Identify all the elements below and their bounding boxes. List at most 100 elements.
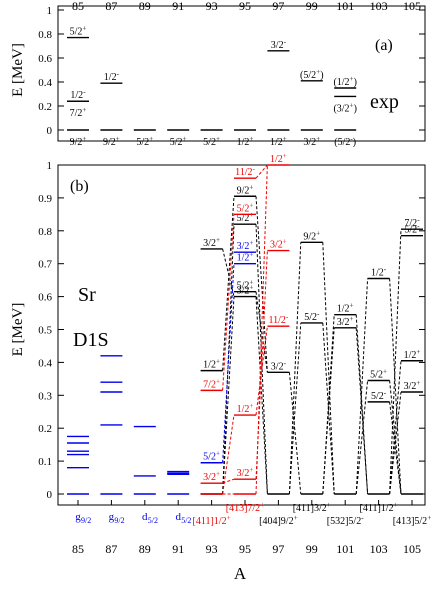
exp-level-label: 1/2+ (237, 135, 254, 148)
panel-a-ytick-label: 0.2 (38, 101, 52, 113)
level-connection (322, 242, 335, 495)
level-connection (389, 360, 402, 495)
panel-a-top-xtick-label: 97 (272, 0, 284, 13)
level-connection (255, 164, 268, 179)
exp-level-label: 9/2+ (103, 135, 120, 148)
panel-a-top-xtick-label: 85 (72, 0, 84, 13)
panel-b-ytick-label: 0.2 (38, 423, 52, 435)
exp-level-label: 9/2+ (70, 135, 87, 148)
deformed-level-label: 3/2- (271, 359, 287, 372)
panel-a-top-xtick-label: 89 (139, 0, 151, 13)
orbital-subscript: 5/2 (148, 516, 158, 525)
deformed-level-label: 3/2+ (237, 239, 254, 252)
level-connection (222, 248, 235, 297)
panel-a-top-xtick-label: 99 (306, 0, 318, 13)
deformed-level-label: 3/2+ (404, 379, 421, 392)
panel-a-ytick-label: 0.8 (38, 29, 52, 41)
deformed-level-label: 9/2+ (237, 183, 254, 196)
panel-b-ytick-label: 0.8 (38, 226, 52, 238)
nilsson-label: [411]1/2+ (193, 514, 231, 527)
orbital-label: d (175, 511, 181, 523)
exp-level-label: 1/2- (70, 88, 86, 101)
deformed-level-label: 5/2+ (370, 367, 387, 380)
exp-level-label: 1/2+ (270, 135, 287, 148)
panel-a-top-xtick-label: 91 (172, 0, 184, 13)
level-connection (389, 380, 402, 495)
exp-level-label: (5/2-) (334, 135, 356, 148)
nilsson-label: [404]9/2+ (259, 514, 298, 527)
deformed-level-label: 3/2+ (203, 236, 220, 249)
deformed-level-label: 11/2- (235, 165, 255, 178)
exp-level-label: (1/2+) (333, 75, 357, 88)
deformed-level-label: 5/2- (304, 310, 320, 323)
nilsson-label: [411]1/2+ (360, 501, 398, 514)
panel-b-label: (b) (70, 178, 89, 195)
level-connection (255, 250, 268, 480)
panel-b-xtick-label: 99 (306, 542, 318, 556)
deformed-level-label: 1/2+ (237, 402, 254, 415)
panel-b-ytick-label: 0.3 (38, 390, 52, 402)
exp-level-label: 7/2+ (70, 106, 87, 119)
interaction-label: D1S (73, 329, 109, 351)
level-connection (389, 401, 402, 495)
panel-b-xtick-label: 97 (272, 542, 284, 556)
level-connection (255, 296, 268, 495)
level-connection (389, 229, 402, 495)
panel-b-ytick-label: 0.6 (38, 292, 52, 304)
panel-b-ytick-label: 0.1 (38, 456, 52, 468)
orbital-subscript: 9/2 (114, 516, 124, 525)
panel-a-top-xtick-label: 105 (403, 0, 421, 13)
panel-b-ytick-label: 0.5 (38, 325, 52, 337)
level-connection (355, 380, 369, 495)
panel-a-top-xtick-label: 101 (336, 0, 354, 13)
panel-b-xtick-label: 105 (403, 542, 421, 556)
exp-level-label: 3/2- (271, 38, 287, 51)
deformed-level-label: 5/2- (371, 389, 387, 402)
panel-a-top-xtick-label: 95 (239, 0, 251, 13)
panel-a-ytick-label: 0.4 (38, 77, 52, 89)
x-axis-title: A (234, 564, 247, 583)
exp-level-label: 5/2+ (170, 135, 187, 148)
nucleus-label: Sr (78, 284, 96, 306)
orbital-label: d (142, 511, 148, 523)
level-connection (222, 263, 235, 463)
panel-b-xtick-label: 87 (105, 542, 117, 556)
deformed-level-label: 3/2+ (203, 470, 220, 483)
deformed-level-label: 11/2- (268, 313, 288, 326)
panel-b-xtick-label: 95 (239, 542, 251, 556)
panel-b-xtick-label: 91 (172, 542, 184, 556)
deformed-level-label: 1/2+ (203, 358, 220, 371)
nilsson-label: [411]3/2+ (293, 501, 331, 514)
panel-b-ytick-label: 0.9 (38, 193, 52, 205)
deformed-level-label: 3/2+ (270, 238, 287, 251)
panel-b-ytick-label: 0 (47, 489, 53, 501)
panel-a-top-xtick-label: 103 (370, 0, 388, 13)
exp-level-label: 5/2+ (136, 135, 153, 148)
orbital-label: g (109, 511, 115, 523)
exp-level-label: 3/2+ (303, 135, 320, 148)
nilsson-label: [413]7/2+ (226, 501, 265, 514)
nilsson-label: [532]5/2- (327, 514, 364, 527)
orbital-subscript: 9/2 (81, 516, 91, 525)
level-connection (355, 278, 369, 495)
level-connection (355, 327, 369, 495)
panel-b-xtick-label: 103 (370, 542, 388, 556)
deformed-level-label: 9/2+ (303, 229, 320, 242)
level-connection (288, 322, 302, 495)
panel-a-top-xtick-label: 93 (206, 0, 218, 13)
level-connection (222, 196, 235, 371)
panel-b-xtick-label: 93 (206, 542, 218, 556)
panel-b-ytick-label: 1 (47, 160, 53, 172)
level-connection (222, 224, 235, 495)
orbital-label: g (75, 511, 81, 523)
panel-a-ytick-label: 0.6 (38, 53, 52, 65)
exp-level-label: 5/2+ (70, 25, 87, 38)
panel-a-ytick-label: 1 (47, 5, 53, 17)
deformed-level-label: 7/2+ (203, 377, 220, 390)
deformed-level-label: 5/2+ (237, 279, 254, 292)
exp-level-label: 1/2- (104, 70, 120, 83)
level-connection (389, 278, 402, 495)
panel-b-ytick-label: 0.4 (38, 357, 52, 369)
